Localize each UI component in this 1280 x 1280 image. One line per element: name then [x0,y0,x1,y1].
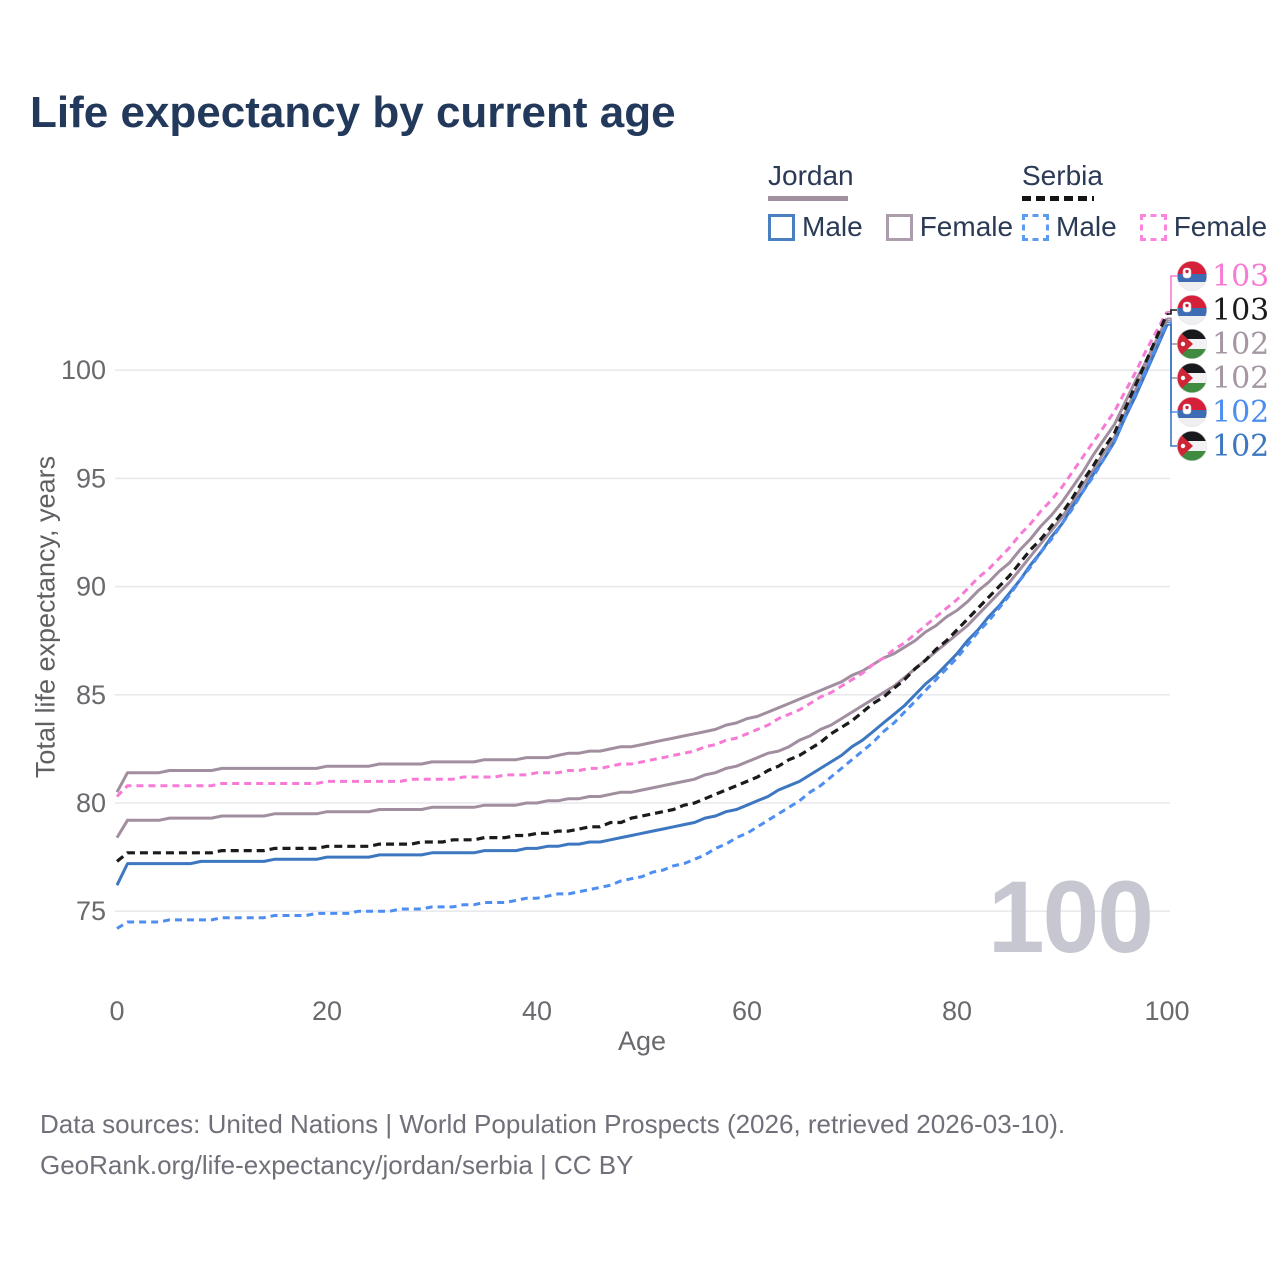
legend-group-serbia: Serbia Male Female [1022,160,1280,243]
jordan-flag-icon [1177,363,1207,393]
footer: Data sources: United Nations | World Pop… [40,1104,1065,1186]
legend-swatch-jordan-female[interactable] [885,213,913,241]
page-title: Life expectancy by current age [30,88,676,137]
serbia-flag-icon [1177,397,1207,427]
y-tick-label: 85 [76,680,106,710]
series-line-serbia-both[interactable] [115,313,1169,863]
legend-label-jordan-female[interactable]: Female [919,211,1014,242]
series-line-jordan-male[interactable] [115,324,1169,886]
leader-line-jordan-both [1167,319,1177,379]
y-tick-label: 90 [76,572,106,602]
series-line-jordan-female[interactable] [115,317,1169,793]
footer-sources: Data sources: United Nations | World Pop… [40,1109,1066,1139]
jordan-flag-icon [1177,329,1207,359]
end-label-serbia-both: 103 [1212,293,1269,328]
end-label-jordan-male: 102 [1212,429,1269,464]
jordan-flag-icon [1177,431,1207,461]
series-line-serbia-female[interactable] [115,311,1169,798]
x-tick-label: 20 [312,996,342,1026]
leader-line-serbia-female [1167,275,1177,313]
y-axis-title: Total life expectancy, years [30,455,61,779]
footer-link[interactable]: GeoRank.org/life-expectancy/jordan/serbi… [40,1150,634,1180]
y-tick-label: 80 [76,788,106,818]
legend-swatch-jordan-male[interactable] [768,213,795,241]
leader-line-serbia-both [1167,309,1177,315]
y-tick-label: 75 [76,896,106,926]
legend-label-serbia-male[interactable]: Male [1056,211,1117,242]
legend-country-jordan[interactable]: Jordan [768,160,854,191]
series-line-serbia-male[interactable] [116,321,1169,930]
legend-underline-jordan [768,196,848,201]
x-tick-label: 60 [732,996,762,1026]
y-tick-label: 95 [76,463,106,493]
x-tick-label: 0 [109,996,124,1026]
y-tick-label: 100 [61,355,106,385]
serbia-flag-icon [1177,295,1207,325]
series-line-jordan-both[interactable] [115,319,1169,839]
end-label-serbia-male: 102 [1212,395,1269,430]
leader-line-jordan-male [1167,324,1177,447]
legend-country-serbia[interactable]: Serbia [1022,160,1103,191]
legend-swatch-serbia-female[interactable] [1139,213,1167,241]
x-tick-label: 40 [522,996,552,1026]
x-tick-label: 80 [942,996,972,1026]
age-watermark: 100 [987,860,1154,974]
legend-label-serbia-female[interactable]: Female [1173,211,1268,242]
legend-underline-serbia [1022,196,1094,201]
end-label-jordan-female: 102 [1212,327,1269,362]
legend-label-jordan-male[interactable]: Male [802,211,863,242]
serbia-flag-icon [1177,261,1207,291]
legend-swatch-serbia-male[interactable] [1022,213,1049,241]
x-axis-title: Age [617,1026,667,1056]
leader-line-serbia-male [1167,321,1177,413]
end-label-jordan-both: 102 [1212,361,1269,396]
end-label-serbia-female: 103 [1212,259,1269,294]
x-tick-label: 100 [1144,996,1189,1026]
legend-group-jordan: Jordan Male Female [768,160,1036,243]
